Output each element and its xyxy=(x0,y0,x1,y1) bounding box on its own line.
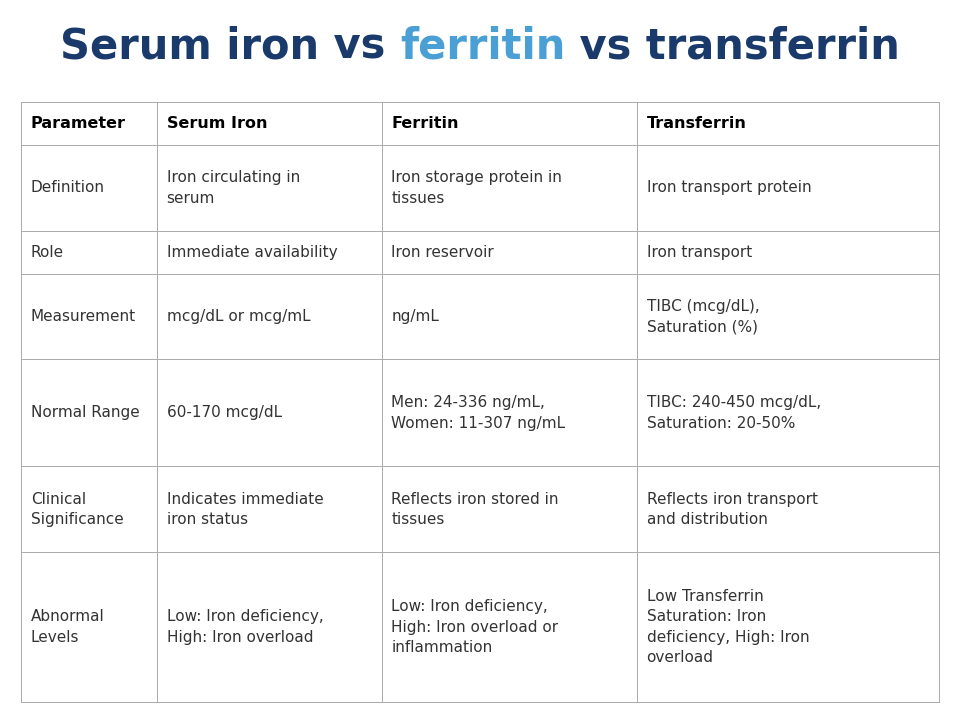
Text: Iron circulating in
serum: Iron circulating in serum xyxy=(166,170,300,206)
Text: vs transferrin: vs transferrin xyxy=(565,26,900,68)
Text: TIBC: 240-450 mcg/dL,
Saturation: 20-50%: TIBC: 240-450 mcg/dL, Saturation: 20-50% xyxy=(646,395,821,431)
Text: mcg/dL or mcg/mL: mcg/dL or mcg/mL xyxy=(166,309,310,324)
Text: Parameter: Parameter xyxy=(31,116,126,131)
Text: Serum Iron: Serum Iron xyxy=(166,116,267,131)
Text: Role: Role xyxy=(31,245,64,260)
Text: Low: Iron deficiency,
High: Iron overload or
inflammation: Low: Iron deficiency, High: Iron overloa… xyxy=(392,599,559,655)
Text: Serum iron: Serum iron xyxy=(60,26,319,68)
Text: Immediate availability: Immediate availability xyxy=(166,245,337,260)
Text: Indicates immediate
iron status: Indicates immediate iron status xyxy=(166,492,324,527)
Text: TIBC (mcg/dL),
Saturation (%): TIBC (mcg/dL), Saturation (%) xyxy=(646,299,759,334)
Text: Iron transport protein: Iron transport protein xyxy=(646,181,811,195)
Text: Iron storage protein in
tissues: Iron storage protein in tissues xyxy=(392,170,563,206)
Text: Ferritin: Ferritin xyxy=(392,116,459,131)
Text: Measurement: Measurement xyxy=(31,309,136,324)
Text: Iron transport: Iron transport xyxy=(646,245,752,260)
Text: 60-170 mcg/dL: 60-170 mcg/dL xyxy=(166,405,281,420)
Text: vs: vs xyxy=(319,26,400,68)
Text: Reflects iron stored in
tissues: Reflects iron stored in tissues xyxy=(392,492,559,527)
Text: Clinical
Significance: Clinical Significance xyxy=(31,492,124,527)
Text: Low: Iron deficiency,
High: Iron overload: Low: Iron deficiency, High: Iron overloa… xyxy=(166,609,324,644)
Text: Low Transferrin
Saturation: Iron
deficiency, High: Iron
overload: Low Transferrin Saturation: Iron deficie… xyxy=(646,589,809,665)
Text: ferritin: ferritin xyxy=(400,26,565,68)
Text: Men: 24-336 ng/mL,
Women: 11-307 ng/mL: Men: 24-336 ng/mL, Women: 11-307 ng/mL xyxy=(392,395,565,431)
Text: Normal Range: Normal Range xyxy=(31,405,139,420)
Text: Transferrin: Transferrin xyxy=(646,116,747,131)
Text: Iron reservoir: Iron reservoir xyxy=(392,245,494,260)
Text: Abnormal
Levels: Abnormal Levels xyxy=(31,609,105,644)
Text: Reflects iron transport
and distribution: Reflects iron transport and distribution xyxy=(646,492,818,527)
Text: ng/mL: ng/mL xyxy=(392,309,440,324)
Text: Definition: Definition xyxy=(31,181,105,195)
